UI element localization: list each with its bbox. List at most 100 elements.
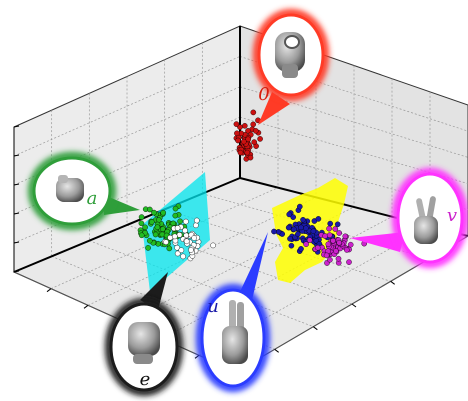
data-point-a	[145, 245, 151, 251]
data-point-e	[163, 239, 169, 245]
data-point-u	[334, 221, 341, 228]
data-point-u	[327, 220, 334, 227]
data-point-a	[146, 206, 153, 213]
callout-u-tail	[238, 232, 268, 300]
data-point-v	[326, 225, 332, 232]
data-point-0	[244, 149, 251, 156]
data-point-e	[191, 235, 197, 241]
hand-sign-e-icon	[128, 322, 160, 364]
data-point-v	[330, 237, 336, 244]
callout-e-label: e	[140, 369, 151, 390]
data-point-v	[336, 230, 343, 236]
data-point-u	[286, 211, 293, 218]
grid-line	[13, 56, 241, 157]
data-point-0	[245, 128, 251, 134]
data-point-a	[172, 205, 179, 212]
callout-zero-label: 0	[258, 84, 269, 105]
data-point-v	[347, 241, 354, 248]
data-point-a	[166, 245, 173, 252]
data-point-u	[288, 242, 295, 249]
tick-mark	[274, 348, 279, 353]
hand-sign-a-icon	[56, 175, 84, 202]
data-point-0	[252, 128, 259, 134]
data-point-0	[234, 130, 240, 137]
tick-mark	[13, 270, 20, 273]
tick-mark	[13, 154, 20, 157]
tick-mark	[13, 241, 20, 244]
data-point-e	[174, 225, 181, 231]
data-point-v	[333, 248, 339, 254]
tick-mark	[46, 288, 52, 293]
data-point-0	[250, 121, 256, 128]
callout-a-label: a	[87, 188, 98, 209]
tick-mark	[13, 212, 20, 215]
data-point-v	[306, 237, 313, 243]
data-point-v	[322, 233, 328, 239]
data-point-e	[183, 238, 190, 245]
data-point-a	[138, 220, 145, 227]
data-point-0	[247, 154, 254, 161]
data-point-e	[174, 250, 181, 257]
data-point-e	[183, 218, 189, 225]
data-point-v	[336, 239, 343, 246]
data-point-0	[237, 149, 244, 156]
callout-v: v	[350, 168, 468, 268]
data-point-a	[154, 224, 161, 230]
data-point-v	[323, 252, 330, 259]
data-point-v	[332, 226, 339, 232]
data-point-a	[148, 219, 155, 225]
data-point-0	[241, 123, 248, 129]
data-point-e	[188, 247, 194, 253]
data-point-0	[250, 109, 257, 116]
data-point-v	[325, 241, 332, 247]
data-point-a	[138, 232, 145, 239]
grid-line	[13, 147, 241, 244]
data-point-u	[296, 203, 303, 210]
data-point-v	[343, 247, 350, 253]
scatter-points	[137, 109, 368, 266]
data-point-e	[210, 242, 216, 249]
hand-sign-u-icon	[222, 300, 248, 364]
data-point-v	[335, 255, 342, 262]
data-point-u	[300, 216, 306, 223]
data-point-0	[233, 121, 240, 127]
hand-sign-v-icon	[414, 196, 438, 244]
data-point-v	[342, 233, 349, 240]
data-point-u	[290, 214, 297, 220]
data-point-e	[182, 227, 188, 234]
data-point-a	[177, 218, 183, 225]
data-point-e	[193, 222, 199, 229]
data-point-u	[298, 224, 304, 231]
data-point-a	[160, 209, 166, 216]
tick-mark	[390, 280, 395, 285]
data-point-e	[178, 247, 185, 253]
data-point-a	[152, 231, 159, 238]
data-point-v	[303, 241, 309, 247]
data-point-v	[326, 232, 333, 238]
callout-v-tail	[350, 232, 405, 252]
callout-u-label: u	[207, 296, 219, 317]
tick-mark	[13, 125, 20, 128]
callout-zero-tail	[258, 92, 290, 125]
data-point-v	[346, 259, 352, 265]
callout-u: u	[196, 232, 270, 392]
data-point-e	[174, 244, 180, 251]
tick-mark	[313, 326, 318, 331]
callout-zero: 0	[253, 9, 329, 125]
data-point-0	[240, 138, 247, 145]
data-point-e	[167, 234, 173, 241]
data-point-0	[257, 136, 263, 142]
data-point-u	[285, 224, 292, 231]
data-point-0	[245, 136, 251, 143]
data-point-u	[295, 231, 301, 237]
callout-v-label: v	[447, 205, 457, 226]
tick-mark	[13, 183, 20, 186]
data-point-a	[172, 212, 179, 219]
data-point-u	[315, 216, 322, 222]
data-point-e	[171, 233, 178, 240]
tick-mark	[83, 304, 89, 309]
data-point-a	[159, 226, 166, 232]
hand-sign-zero-icon	[275, 32, 305, 78]
data-point-e	[193, 217, 200, 224]
